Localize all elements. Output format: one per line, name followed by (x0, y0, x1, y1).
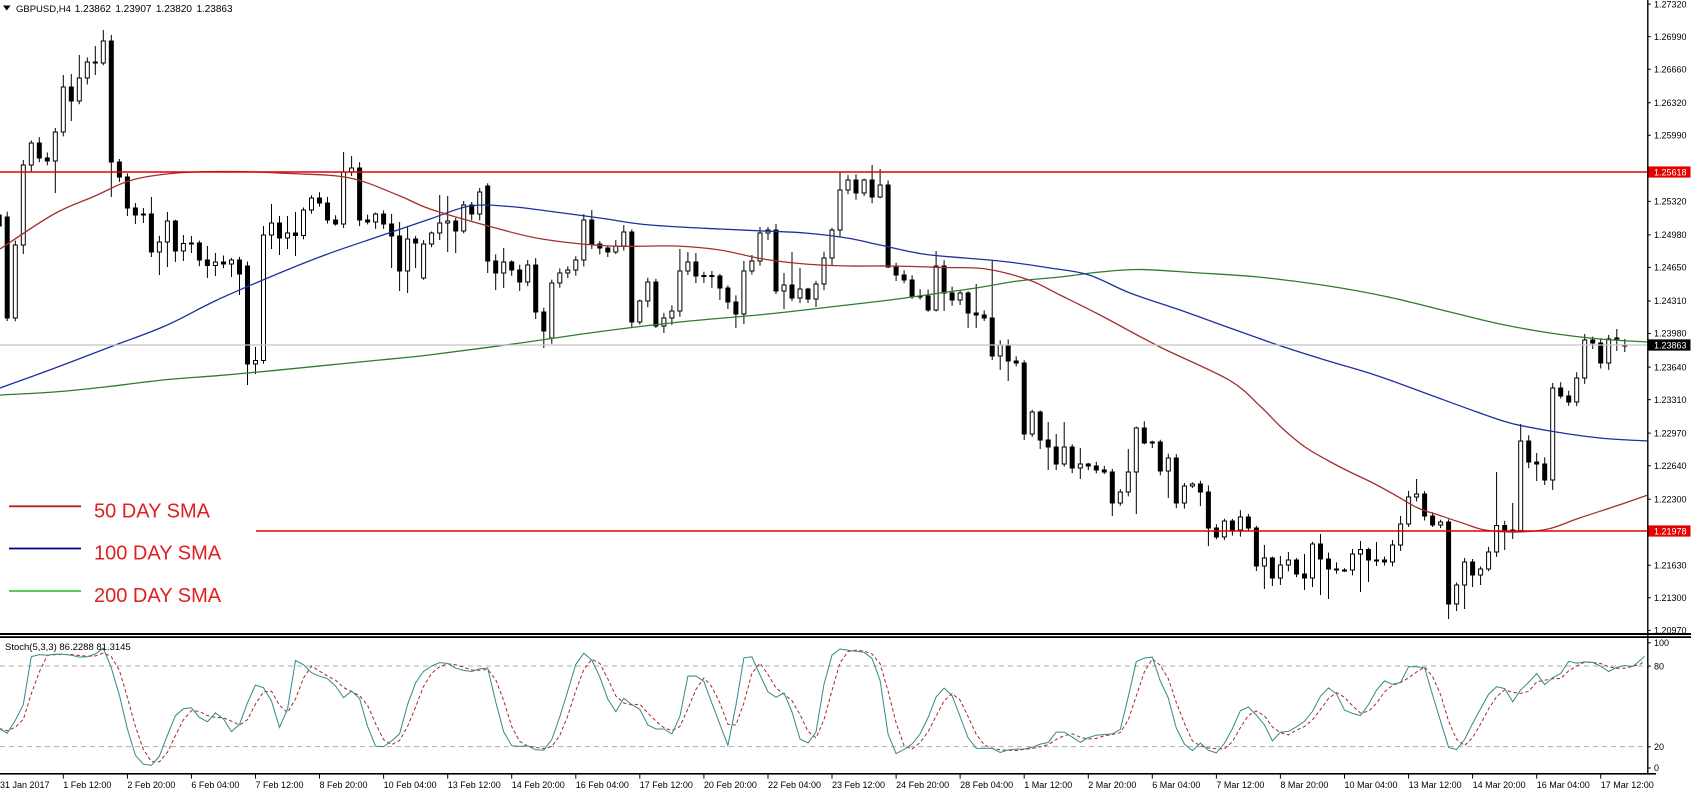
svg-text:1.25618: 1.25618 (1654, 167, 1687, 177)
svg-text:22 Feb 04:00: 22 Feb 04:00 (768, 780, 821, 790)
svg-text:17 Mar 12:00: 17 Mar 12:00 (1601, 780, 1654, 790)
svg-text:17 Feb 12:00: 17 Feb 12:00 (640, 780, 693, 790)
svg-text:16 Mar 04:00: 16 Mar 04:00 (1537, 780, 1590, 790)
svg-text:1.24650: 1.24650 (1654, 263, 1687, 273)
svg-text:16 Feb 04:00: 16 Feb 04:00 (576, 780, 629, 790)
svg-text:Stoch(5,3,3) 86.2288 81.3145: Stoch(5,3,3) 86.2288 81.3145 (5, 642, 131, 653)
svg-text:1.23310: 1.23310 (1654, 395, 1687, 405)
svg-text:10 Feb 04:00: 10 Feb 04:00 (384, 780, 437, 790)
svg-text:2 Mar 20:00: 2 Mar 20:00 (1088, 780, 1136, 790)
svg-text:1.20970: 1.20970 (1654, 626, 1687, 636)
svg-text:6 Mar 04:00: 6 Mar 04:00 (1152, 780, 1200, 790)
svg-text:23 Feb 12:00: 23 Feb 12:00 (832, 780, 885, 790)
svg-text:100: 100 (1654, 638, 1669, 648)
svg-text:2 Feb 20:00: 2 Feb 20:00 (127, 780, 175, 790)
svg-text:1.22300: 1.22300 (1654, 494, 1687, 504)
svg-text:1.25320: 1.25320 (1654, 197, 1687, 207)
svg-text:20: 20 (1654, 742, 1664, 752)
svg-text:1.22970: 1.22970 (1654, 428, 1687, 438)
svg-text:1.26990: 1.26990 (1654, 32, 1687, 42)
svg-text:1.23862 1.23907 1.23820 1.2386: 1.23862 1.23907 1.23820 1.23863 (75, 4, 233, 15)
svg-text:1.21300: 1.21300 (1654, 593, 1687, 603)
svg-text:31 Jan 2017: 31 Jan 2017 (0, 780, 50, 790)
svg-text:20 Feb 20:00: 20 Feb 20:00 (704, 780, 757, 790)
svg-text:1.24310: 1.24310 (1654, 296, 1687, 306)
svg-text:6 Feb 04:00: 6 Feb 04:00 (191, 780, 239, 790)
svg-text:1.22640: 1.22640 (1654, 461, 1687, 471)
svg-text:1.23980: 1.23980 (1654, 329, 1687, 339)
svg-text:1.27320: 1.27320 (1654, 0, 1687, 9)
svg-text:7 Feb 12:00: 7 Feb 12:00 (256, 780, 304, 790)
svg-text:1 Mar 12:00: 1 Mar 12:00 (1024, 780, 1072, 790)
svg-text:7 Mar 12:00: 7 Mar 12:00 (1216, 780, 1264, 790)
svg-text:8 Feb 20:00: 8 Feb 20:00 (320, 780, 368, 790)
svg-text:14 Feb 20:00: 14 Feb 20:00 (512, 780, 565, 790)
svg-text:50 DAY SMA: 50 DAY SMA (94, 501, 211, 523)
svg-text:0: 0 (1654, 763, 1659, 773)
svg-text:GBPUSD,H4: GBPUSD,H4 (16, 4, 71, 15)
svg-text:1.23640: 1.23640 (1654, 362, 1687, 372)
svg-text:14 Mar 20:00: 14 Mar 20:00 (1473, 780, 1526, 790)
svg-text:1.25990: 1.25990 (1654, 131, 1687, 141)
svg-text:8 Mar 20:00: 8 Mar 20:00 (1280, 780, 1328, 790)
svg-text:1.24980: 1.24980 (1654, 230, 1687, 240)
svg-text:200 DAY SMA: 200 DAY SMA (94, 585, 222, 607)
svg-text:10 Mar 04:00: 10 Mar 04:00 (1345, 780, 1398, 790)
svg-text:1.23863: 1.23863 (1654, 340, 1687, 350)
svg-text:1.21630: 1.21630 (1654, 561, 1687, 571)
svg-text:13 Mar 12:00: 13 Mar 12:00 (1409, 780, 1462, 790)
svg-text:1 Feb 12:00: 1 Feb 12:00 (63, 780, 111, 790)
svg-text:1.26660: 1.26660 (1654, 64, 1687, 74)
svg-text:28 Feb 04:00: 28 Feb 04:00 (960, 780, 1013, 790)
svg-text:80: 80 (1654, 661, 1664, 671)
svg-text:1.21978: 1.21978 (1654, 526, 1687, 536)
svg-text:1.26320: 1.26320 (1654, 98, 1687, 108)
svg-text:13 Feb 12:00: 13 Feb 12:00 (448, 780, 501, 790)
svg-text:24 Feb 20:00: 24 Feb 20:00 (896, 780, 949, 790)
svg-text:100 DAY SMA: 100 DAY SMA (94, 543, 222, 565)
